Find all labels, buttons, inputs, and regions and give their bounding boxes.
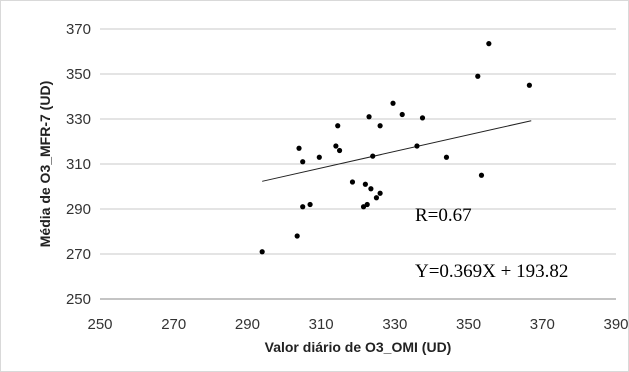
data-point xyxy=(414,143,420,149)
x-tick-label: 250 xyxy=(87,316,112,333)
x-tick-label: 390 xyxy=(603,316,628,333)
data-points xyxy=(259,41,532,255)
x-axis-label: Valor diário de O3_OMI (UD) xyxy=(265,339,452,355)
data-point xyxy=(294,233,300,239)
x-tick-label: 330 xyxy=(382,316,407,333)
regression-equation-annotation: Y=0.369X + 193.82 xyxy=(415,261,568,282)
data-point xyxy=(370,153,376,159)
data-point xyxy=(373,195,380,201)
y-tick-labels: 250 270 290 310 330 350 370 xyxy=(66,21,91,308)
data-point xyxy=(349,179,356,185)
y-tick-label: 250 xyxy=(66,291,91,308)
data-point xyxy=(475,73,481,79)
data-point xyxy=(296,145,302,151)
data-point xyxy=(336,147,343,154)
x-tick-label: 270 xyxy=(161,316,186,333)
trendline xyxy=(262,120,532,182)
x-tick-labels: 250 270 290 310 330 350 370 390 xyxy=(87,316,628,333)
y-tick-label: 330 xyxy=(66,111,91,128)
y-tick-label: 310 xyxy=(66,156,91,173)
x-tick-label: 370 xyxy=(530,316,555,333)
data-point xyxy=(377,123,383,129)
x-tick-label: 310 xyxy=(309,316,334,333)
data-point xyxy=(390,100,396,106)
data-point xyxy=(364,201,370,208)
data-point xyxy=(300,159,306,165)
data-point xyxy=(419,115,426,121)
data-point xyxy=(366,114,372,120)
data-point xyxy=(526,82,532,88)
data-point xyxy=(259,249,265,255)
gridlines xyxy=(100,28,616,255)
data-point xyxy=(300,204,306,210)
y-tick-label: 270 xyxy=(66,246,91,263)
x-tick-label: 290 xyxy=(235,316,260,333)
x-tick-label: 350 xyxy=(456,316,481,333)
y-tick-label: 290 xyxy=(66,201,91,218)
data-point xyxy=(377,190,383,196)
y-tick-label: 370 xyxy=(66,21,91,38)
data-point xyxy=(335,123,341,129)
data-point xyxy=(443,154,450,160)
data-point xyxy=(478,172,485,178)
correlation-annotation: R=0.67 xyxy=(415,205,472,226)
y-axis-label: Média de O3_MFR-7 (UD) xyxy=(37,81,53,247)
data-point xyxy=(307,201,313,208)
data-point xyxy=(399,111,405,118)
data-point xyxy=(333,143,339,149)
data-point xyxy=(362,181,368,187)
data-point xyxy=(368,186,374,192)
y-tick-label: 350 xyxy=(66,66,91,83)
data-point xyxy=(486,41,492,47)
data-point xyxy=(316,154,322,160)
